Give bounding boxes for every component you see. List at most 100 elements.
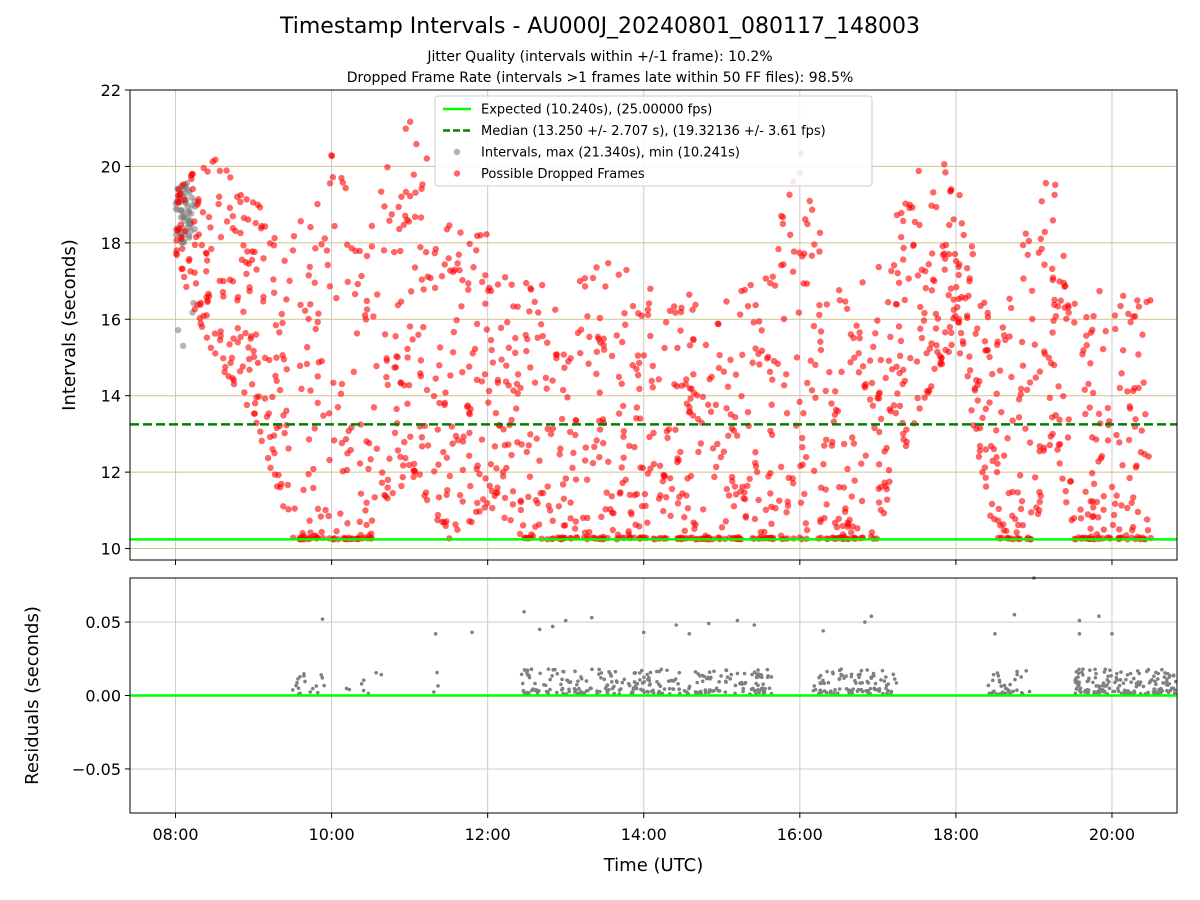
dropped-frame-point — [803, 526, 811, 534]
dropped-frame-point — [384, 381, 391, 389]
dropped-frame-point — [315, 359, 323, 366]
dropped-frame-point — [419, 181, 426, 188]
dropped-frame-point — [356, 460, 364, 467]
residual-outlier-point — [589, 615, 594, 620]
residual-point — [844, 686, 849, 691]
dropped-frame-point — [885, 357, 893, 364]
dropped-frame-point — [441, 399, 449, 407]
dropped-frame-point — [901, 296, 908, 304]
dropped-frame-point — [314, 318, 321, 326]
legend: Expected (10.240s), (25.00000 fps)Median… — [434, 95, 873, 187]
residual-point — [866, 681, 871, 685]
dropped-frame-point — [768, 401, 775, 408]
dropped-frame-point — [488, 487, 496, 495]
dropped-frame-point — [882, 482, 889, 490]
residual-point — [729, 672, 734, 677]
residual-point — [1101, 681, 1106, 685]
dropped-frame-point — [974, 397, 981, 404]
dropped-frame-point — [1077, 506, 1084, 513]
residual-point — [1141, 684, 1146, 689]
dropped-frame-point — [321, 235, 328, 242]
dropped-frame-point — [804, 220, 811, 228]
dropped-frame-point — [207, 224, 214, 231]
dropped-frame-point — [855, 350, 862, 357]
dropped-frame-point — [397, 453, 404, 461]
residual-point — [725, 675, 730, 679]
dropped-frame-point — [489, 359, 497, 366]
residual-point — [865, 668, 870, 672]
dropped-frame-point — [925, 389, 932, 396]
residual-point — [641, 688, 646, 693]
dropped-frame-point — [1045, 354, 1053, 361]
dropped-frame-point — [1060, 252, 1067, 260]
dropped-frame-point — [273, 377, 280, 385]
residual-point — [709, 675, 713, 680]
residual-point — [1083, 688, 1088, 693]
residual-point — [436, 684, 440, 688]
dropped-frame-point — [200, 312, 207, 319]
dropped-frame-point — [823, 436, 830, 443]
dropped-frame-point — [1041, 261, 1048, 268]
residual-point — [839, 672, 843, 677]
dropped-frame-point — [758, 347, 766, 354]
dropped-frame-point — [330, 379, 337, 386]
dropped-frame-point — [519, 522, 527, 529]
dropped-frame-point — [1038, 198, 1045, 205]
dropped-frame-point — [305, 272, 312, 279]
dropped-frame-point — [1051, 191, 1058, 199]
dropped-frame-point — [901, 377, 909, 385]
dropped-frame-point — [1064, 434, 1072, 441]
dropped-frame-point — [842, 505, 849, 512]
dropped-frame-point — [342, 184, 349, 192]
dropped-frame-point — [971, 387, 979, 394]
dropped-frame-point — [960, 231, 967, 239]
dropped-frame-point — [716, 351, 723, 359]
residual-outlier-point — [641, 630, 646, 635]
dropped-frame-point — [876, 389, 883, 396]
residual-point — [551, 668, 555, 672]
dropped-frame-point — [514, 371, 522, 378]
dropped-frame-point — [851, 477, 858, 484]
dropped-frame-point — [756, 361, 763, 368]
dropped-frame-point — [449, 268, 457, 276]
dropped-frame-point — [253, 394, 260, 401]
dropped-frame-point — [677, 448, 684, 456]
residual-point — [891, 672, 896, 677]
dropped-frame-point — [436, 362, 443, 369]
dropped-frame-point — [817, 346, 825, 354]
dropped-frame-point — [226, 276, 234, 283]
dropped-frame-point — [581, 283, 589, 290]
dropped-frame-point — [244, 216, 252, 223]
residual-point — [1073, 691, 1078, 696]
residual-point — [1091, 680, 1095, 685]
dropped-frame-point — [296, 362, 304, 370]
dropped-frame-point — [947, 187, 955, 194]
dropped-frame-point — [926, 345, 934, 352]
dropped-frame-point — [690, 371, 697, 378]
dropped-frame-point — [411, 213, 419, 221]
dropped-frame-point — [1143, 516, 1151, 523]
dropped-frame-point — [305, 470, 312, 478]
legend-label: Intervals, max (21.340s), min (10.241s) — [481, 146, 740, 161]
dropped-frame-point — [804, 379, 811, 387]
dropped-frame-point — [1119, 292, 1127, 300]
dropped-frame-point — [640, 352, 648, 359]
dropped-frame-point — [1139, 331, 1146, 338]
dropped-frame-point — [695, 448, 702, 456]
residual-point — [530, 688, 534, 693]
dropped-frame-point — [746, 475, 753, 483]
residual-point — [1086, 688, 1091, 692]
dropped-frame-point — [380, 247, 388, 254]
residual-point — [673, 677, 678, 681]
dropped-frame-point — [932, 325, 940, 332]
dropped-frame-point — [220, 355, 227, 362]
dropped-frame-point — [243, 196, 250, 203]
residual-point — [1152, 674, 1156, 679]
dropped-frame-point — [787, 231, 794, 239]
dropped-frame-point — [556, 451, 563, 458]
y-tick-label: 10 — [101, 540, 121, 559]
dropped-frame-point — [417, 357, 425, 364]
dropped-frame-point — [538, 281, 546, 289]
dropped-frame-point — [415, 331, 422, 338]
dropped-frame-point — [650, 429, 657, 437]
